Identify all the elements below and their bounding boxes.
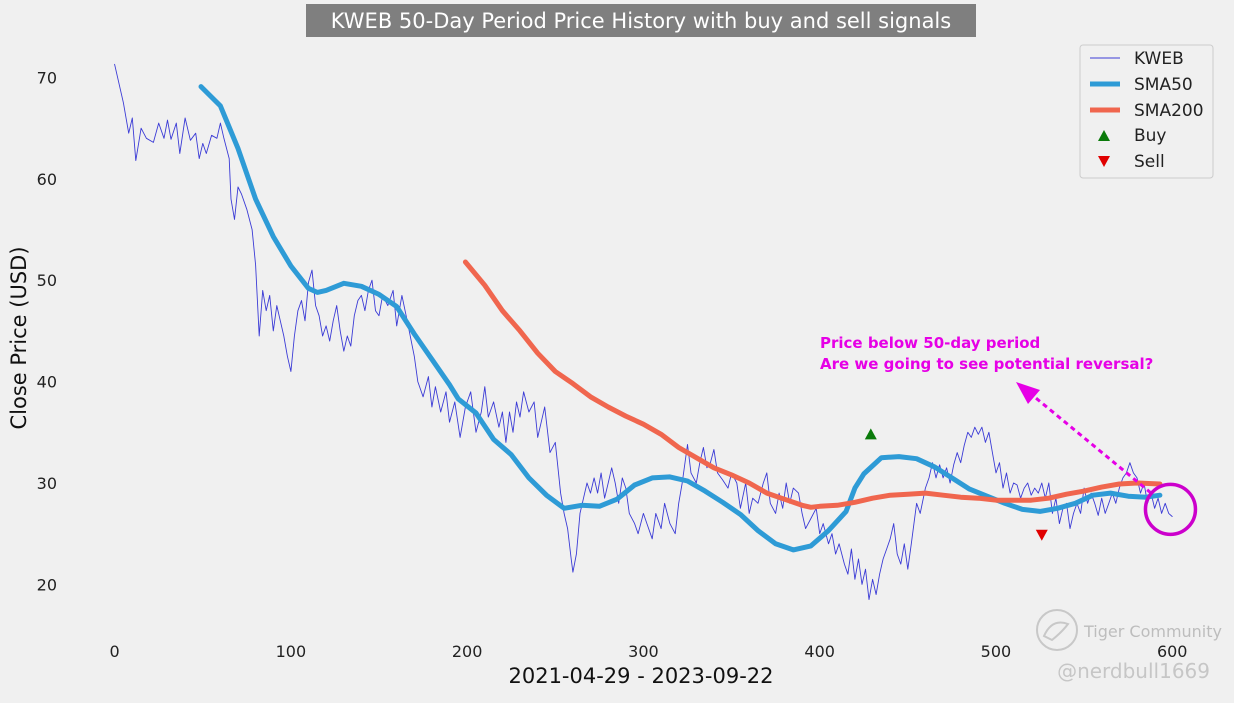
legend-sell-label: Sell xyxy=(1134,152,1165,172)
ticks-layer: 0 100 200 300 400 500 600 20 30 40 50 60 70 xyxy=(37,68,1188,661)
watermark-brand: Tiger Community xyxy=(1083,622,1222,641)
legend: KWEB SMA50 SMA200 Buy Sell xyxy=(1079,44,1214,179)
x-axis-label: 2021-04-29 - 2023-09-22 xyxy=(508,664,773,688)
kweb-price-line xyxy=(114,63,1173,601)
annotation-arrow-head xyxy=(1016,382,1040,404)
y-tick-label: 20 xyxy=(37,575,57,594)
legend-sell-swatch xyxy=(1098,156,1110,167)
legend-kweb-label: KWEB xyxy=(1134,49,1184,69)
tiger-logo-icon xyxy=(1036,609,1078,651)
title-box xyxy=(306,4,976,37)
watermark: Tiger Community @nerdbull1669 xyxy=(1036,609,1222,683)
buy-signal-marker xyxy=(864,428,877,440)
legend-box xyxy=(1079,44,1214,179)
annotation-circle xyxy=(1143,482,1198,537)
x-tick-label: 400 xyxy=(804,642,835,661)
annotation: Price below 50-day period Are we going t… xyxy=(820,334,1198,537)
x-tick-label: 300 xyxy=(628,642,659,661)
annotation-line-2: Are we going to see potential reversal? xyxy=(820,355,1153,373)
legend-sma50-label: SMA50 xyxy=(1134,75,1193,95)
legend-buy-swatch xyxy=(1098,130,1110,141)
markers-layer xyxy=(864,428,1048,541)
y-tick-label: 50 xyxy=(37,271,57,290)
x-tick-label: 200 xyxy=(452,642,483,661)
tiger-logo-mark xyxy=(1042,621,1070,642)
x-tick-label: 500 xyxy=(981,642,1012,661)
y-axis-label: Close Price (USD) xyxy=(7,246,31,429)
legend-buy-label: Buy xyxy=(1134,126,1167,146)
y-tick-label: 40 xyxy=(37,373,57,392)
y-tick-label: 60 xyxy=(37,170,57,189)
x-tick-label: 100 xyxy=(276,642,307,661)
annotation-line-1: Price below 50-day period xyxy=(820,334,1040,352)
legend-sma200-label: SMA200 xyxy=(1134,101,1204,121)
sell-signal-marker xyxy=(1035,529,1048,541)
x-tick-label: 600 xyxy=(1157,642,1188,661)
y-tick-label: 70 xyxy=(37,68,57,87)
sma200-line xyxy=(462,259,1163,510)
chart-title: KWEB 50-Day Period Price History with bu… xyxy=(331,9,951,33)
series-layer xyxy=(114,63,1173,601)
x-tick-label: 0 xyxy=(110,642,120,661)
y-tick-label: 30 xyxy=(37,474,57,493)
watermark-handle: @nerdbull1669 xyxy=(1057,659,1210,683)
annotation-arrow-line xyxy=(1030,392,1152,495)
